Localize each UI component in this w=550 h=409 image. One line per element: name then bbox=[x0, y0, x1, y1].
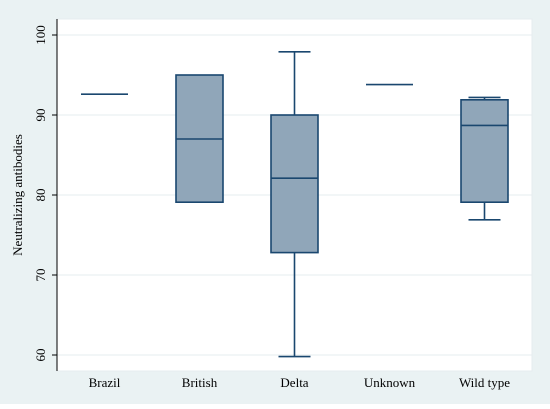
y-tick-label-70: 70 bbox=[33, 269, 48, 282]
x-axis-tick-labels: Brazil British Delta Unknown Wild type bbox=[89, 375, 511, 390]
x-tick-label-british: British bbox=[182, 375, 218, 390]
x-tick-label-wild-type: Wild type bbox=[459, 375, 510, 390]
box-wild-type bbox=[460, 96, 509, 221]
iqr-box-wild-type bbox=[460, 99, 509, 204]
y-tick-label-100: 100 bbox=[33, 25, 48, 45]
y-tick-label-60: 60 bbox=[33, 349, 48, 362]
y-tick-label-80: 80 bbox=[33, 189, 48, 202]
box-delta bbox=[270, 50, 319, 358]
x-tick-label-unknown: Unknown bbox=[364, 375, 416, 390]
y-tick-label-90: 90 bbox=[33, 109, 48, 122]
y-axis-label: Neutralizing antibodies bbox=[10, 134, 25, 256]
y-axis-ticks: 60 70 80 90 100 bbox=[33, 25, 57, 362]
iqr-box-delta bbox=[270, 114, 319, 254]
x-tick-label-brazil: Brazil bbox=[89, 375, 121, 390]
x-tick-label-delta: Delta bbox=[280, 375, 308, 390]
box-british bbox=[175, 74, 224, 203]
box-series bbox=[81, 50, 509, 358]
